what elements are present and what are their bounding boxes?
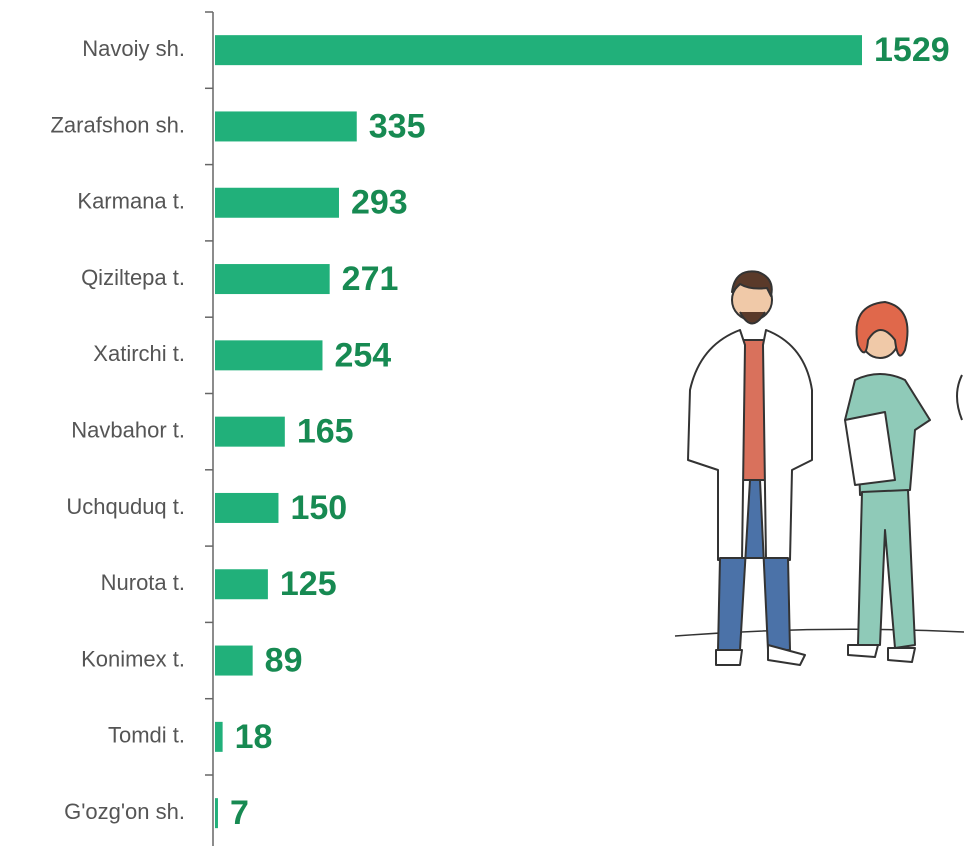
value-label: 89 bbox=[265, 642, 303, 680]
bar bbox=[215, 111, 357, 141]
category-label: Tomdi t. bbox=[108, 723, 185, 748]
value-label: 293 bbox=[351, 184, 408, 222]
value-label: 7 bbox=[230, 794, 249, 832]
bar bbox=[215, 417, 285, 447]
chart: Navoiy sh. 1529 Zarafshon sh. 335 Karmana t.… bbox=[0, 0, 964, 846]
category-label: Xatirchi t. bbox=[93, 341, 185, 366]
bar bbox=[215, 35, 862, 65]
category-label: Qiziltepa t. bbox=[81, 265, 185, 290]
bar bbox=[215, 646, 253, 676]
bar bbox=[215, 798, 218, 828]
category-label: Navbahor t. bbox=[71, 417, 185, 442]
bar bbox=[215, 493, 278, 523]
category-label: Karmana t. bbox=[77, 189, 185, 214]
category-label: Uchquduq t. bbox=[66, 494, 185, 519]
category-label: Nurota t. bbox=[101, 570, 185, 595]
category-label: G'ozg'on sh. bbox=[64, 799, 185, 824]
value-label: 271 bbox=[342, 260, 399, 298]
value-label: 1529 bbox=[874, 31, 950, 69]
bar bbox=[215, 340, 322, 370]
category-label: Konimex t. bbox=[81, 646, 185, 671]
bar bbox=[215, 722, 223, 752]
bar bbox=[215, 569, 268, 599]
value-label: 150 bbox=[290, 489, 347, 527]
bar bbox=[215, 264, 330, 294]
value-label: 125 bbox=[280, 565, 337, 603]
illustration bbox=[675, 271, 964, 665]
value-label: 18 bbox=[235, 718, 273, 756]
value-label: 254 bbox=[334, 336, 391, 374]
category-label: Navoiy sh. bbox=[82, 36, 185, 61]
bar bbox=[215, 188, 339, 218]
value-label: 165 bbox=[297, 413, 354, 451]
value-label: 335 bbox=[369, 107, 426, 145]
category-label: Zarafshon sh. bbox=[50, 112, 185, 137]
